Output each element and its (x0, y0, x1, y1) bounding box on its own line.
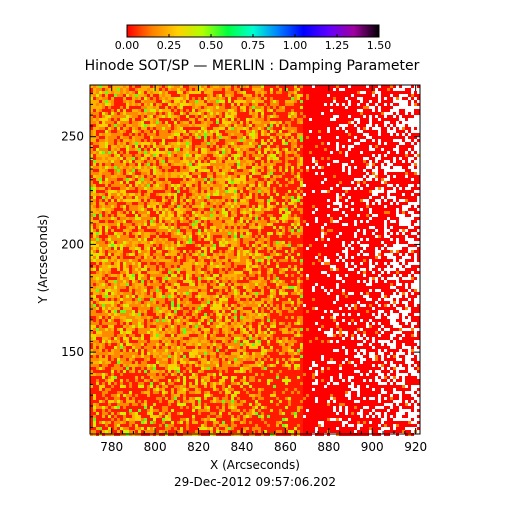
colorbar-tick-label: 1.50 (367, 39, 392, 52)
y-tick-label: 250 (61, 130, 84, 144)
colorbar-tick-label: 1.25 (325, 39, 350, 52)
colorbar-tick-label: 1.00 (283, 39, 308, 52)
x-axis-label: X (Arcseconds) (210, 458, 300, 472)
x-tick-label: 800 (144, 440, 167, 454)
plot-frame (89, 84, 421, 435)
chart-title: Hinode SOT/SP — MERLIN : Damping Paramet… (85, 58, 420, 74)
x-tick-label: 840 (231, 440, 254, 454)
x-tick-label: 920 (404, 440, 427, 454)
colorbar: 0.00 0.25 0.50 0.75 1.00 1.25 1.50 (115, 24, 392, 52)
x-tick-label: 880 (317, 440, 340, 454)
x-tick-label: 900 (361, 440, 384, 454)
colorbar-tick-label: 0.25 (157, 39, 182, 52)
plot-area: 780 800 820 840 860 880 900 920 150 200 250 (61, 84, 427, 454)
x-tick-label: 780 (100, 440, 123, 454)
y-axis-ticks: 150 200 250 (61, 93, 420, 429)
colorbar-tick-label: 0.75 (241, 39, 266, 52)
y-tick-label: 150 (61, 345, 84, 359)
x-tick-label: 820 (187, 440, 210, 454)
colorbar-ticks: 0.00 0.25 0.50 0.75 1.00 1.25 1.50 (115, 34, 392, 52)
heatmap-field (90, 85, 420, 436)
x-axis-ticks: 780 800 820 840 860 880 900 920 (89, 85, 427, 454)
colorbar-tick-label: 0.00 (115, 39, 140, 52)
timestamp: 29-Dec-2012 09:57:06.202 (174, 475, 336, 489)
colorbar-tick-label: 0.50 (199, 39, 224, 52)
x-tick-label: 860 (274, 440, 297, 454)
y-tick-label: 200 (61, 237, 84, 251)
y-axis-label: Y (Arcseconds) (36, 214, 50, 304)
